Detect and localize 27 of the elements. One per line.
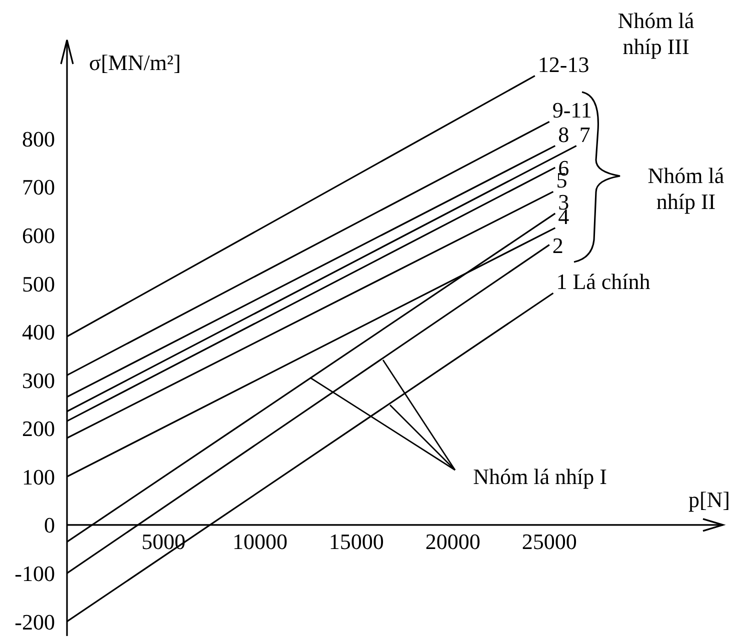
- y-tick-label: -100: [14, 561, 55, 586]
- annotation: Nhóm lá nhíp I: [473, 464, 607, 489]
- y-tick-label: 500: [22, 271, 55, 296]
- annotation: Nhóm lá nhíp III: [618, 8, 694, 59]
- x-tick-label: 5000: [141, 528, 186, 554]
- x-tick-label: 15000: [328, 528, 384, 554]
- x-tick-label: 25000: [522, 528, 577, 554]
- y-tick-label: 0: [44, 512, 55, 538]
- series-label: 1 Lá chính: [556, 269, 650, 294]
- y-tick-label: 100: [22, 464, 55, 490]
- y-tick-label: 200: [22, 416, 55, 442]
- y-tick-label: 300: [22, 368, 55, 393]
- series-label: 8: [558, 122, 570, 147]
- y-tick-label: 700: [22, 174, 55, 200]
- y-tick-label: 800: [22, 126, 55, 152]
- series-label: 7: [579, 122, 590, 147]
- x-axis-title: p[N]: [688, 486, 730, 512]
- series-label: 9-11: [552, 98, 592, 123]
- y-tick-label: 400: [22, 320, 55, 345]
- annotation: Nhóm lá nhíp II: [648, 163, 724, 214]
- y-tick-label: -200: [14, 609, 55, 634]
- series-label: 2: [552, 232, 564, 258]
- series-label: 12-13: [538, 52, 590, 77]
- x-tick-label: 10000: [232, 528, 288, 554]
- x-tick-label: 20000: [425, 528, 480, 554]
- y-axis-title: σ[MN/m²]: [89, 50, 181, 75]
- y-tick-label: 600: [22, 222, 55, 248]
